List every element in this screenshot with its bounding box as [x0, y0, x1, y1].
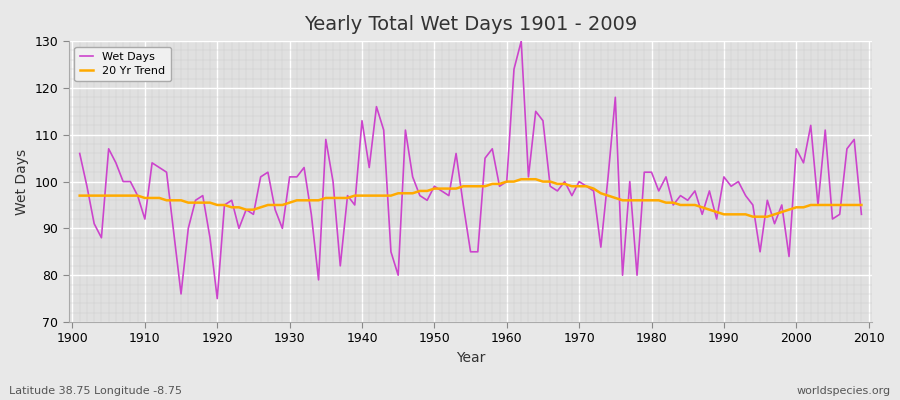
Wet Days [342, 193, 353, 198]
Wet Days [856, 212, 867, 217]
Wet Days [132, 193, 143, 198]
Wet Days [508, 67, 519, 72]
20 Yr Trend [747, 214, 758, 219]
20 Yr Trend [516, 177, 526, 182]
20 Yr Trend [494, 182, 505, 186]
20 Yr Trend [335, 196, 346, 200]
Y-axis label: Wet Days: Wet Days [15, 148, 29, 215]
Line: 20 Yr Trend: 20 Yr Trend [80, 179, 861, 217]
20 Yr Trend [501, 179, 512, 184]
Wet Days [516, 39, 526, 44]
20 Yr Trend [132, 193, 143, 198]
Line: Wet Days: Wet Days [80, 41, 861, 299]
20 Yr Trend [292, 198, 302, 203]
20 Yr Trend [856, 202, 867, 207]
Wet Days [299, 165, 310, 170]
20 Yr Trend [596, 191, 607, 196]
Text: worldspecies.org: worldspecies.org [796, 386, 891, 396]
Wet Days [75, 151, 86, 156]
Text: Latitude 38.75 Longitude -8.75: Latitude 38.75 Longitude -8.75 [9, 386, 182, 396]
Legend: Wet Days, 20 Yr Trend: Wet Days, 20 Yr Trend [75, 47, 171, 81]
Wet Days [212, 296, 222, 301]
X-axis label: Year: Year [456, 351, 485, 365]
Title: Yearly Total Wet Days 1901 - 2009: Yearly Total Wet Days 1901 - 2009 [304, 15, 637, 34]
20 Yr Trend [75, 193, 86, 198]
Wet Days [603, 174, 614, 179]
Wet Days [501, 179, 512, 184]
